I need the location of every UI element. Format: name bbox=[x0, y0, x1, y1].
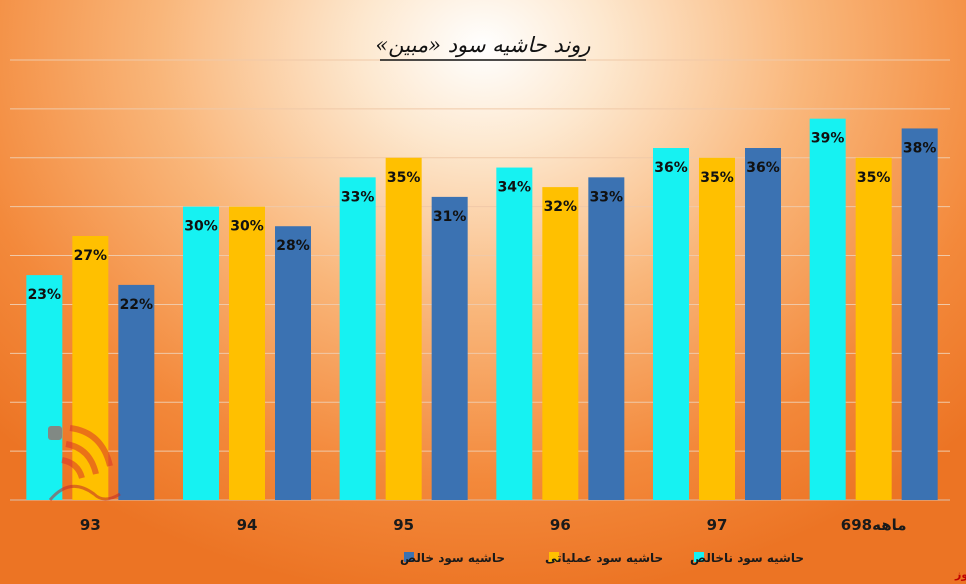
data-label: 32% bbox=[544, 199, 578, 215]
chart-title: روند حاشیه سود «مبین» bbox=[375, 33, 590, 58]
data-label: 33% bbox=[341, 189, 375, 205]
legend-swatch bbox=[549, 552, 559, 562]
bar bbox=[339, 177, 376, 501]
data-label: 36% bbox=[746, 160, 780, 176]
bar bbox=[809, 118, 846, 501]
x-tick-label: 94 bbox=[237, 516, 258, 534]
bar bbox=[653, 148, 689, 500]
value-labels: 23% 27% 22% 30% 30% 28% 33% 35% 31% 34% 32% 33% 36% 3… bbox=[28, 131, 937, 313]
logo-arc-1 bbox=[69, 425, 113, 467]
x-tick-label: 93 bbox=[80, 516, 101, 534]
legend-swatch bbox=[694, 552, 704, 562]
x-tick-label: 95 bbox=[393, 516, 414, 534]
bar bbox=[431, 196, 468, 500]
bar bbox=[745, 148, 781, 500]
logo-square bbox=[48, 426, 62, 440]
legend-label: حاشیه سود ناخالص bbox=[690, 551, 804, 566]
data-label: 23% bbox=[28, 287, 62, 303]
bars bbox=[26, 118, 938, 501]
logo-watermark bbox=[48, 425, 121, 501]
bar bbox=[855, 157, 892, 500]
logo-arc-3 bbox=[61, 457, 85, 479]
bar bbox=[385, 157, 422, 500]
x-tick-label: 97 bbox=[707, 516, 728, 534]
data-label: 36% bbox=[654, 160, 688, 176]
x-tick-label: 6ماهه98 bbox=[841, 516, 907, 534]
bar bbox=[229, 206, 265, 500]
bar bbox=[118, 284, 155, 500]
data-label: 30% bbox=[184, 219, 218, 235]
bar bbox=[275, 226, 311, 500]
x-tick-label: 96 bbox=[550, 516, 571, 534]
legend-swatch bbox=[404, 552, 414, 562]
bar bbox=[588, 177, 625, 501]
bar bbox=[183, 206, 219, 500]
data-label: 28% bbox=[276, 238, 310, 254]
data-label: 27% bbox=[74, 248, 108, 264]
bar bbox=[699, 157, 735, 500]
data-label: 39% bbox=[811, 131, 845, 147]
data-label: 35% bbox=[857, 170, 891, 186]
data-label: 22% bbox=[120, 297, 154, 313]
data-label: 35% bbox=[387, 170, 421, 186]
x-tick-labels: 93 94 95 96 97 6ماهه98 bbox=[80, 516, 907, 534]
data-label: 34% bbox=[498, 180, 532, 196]
bar bbox=[26, 275, 63, 500]
logo-arc-2 bbox=[65, 441, 99, 475]
data-label: 31% bbox=[433, 209, 467, 225]
bar bbox=[901, 128, 938, 500]
bar bbox=[542, 187, 579, 500]
data-label: 30% bbox=[230, 219, 264, 235]
logo-script bbox=[48, 484, 121, 501]
legend-label: حاشیه سود خالص bbox=[400, 551, 505, 566]
legend: حاشیه سود ناخالص حاشیه سود عملیاتی حاشیه س… bbox=[400, 551, 804, 566]
legend-label: حاشیه سود عملیاتی bbox=[545, 551, 663, 566]
source-label: بورس نیوز bbox=[954, 568, 966, 581]
data-label: 38% bbox=[903, 140, 937, 156]
data-label: 33% bbox=[590, 189, 624, 205]
bar bbox=[496, 167, 533, 501]
data-label: 35% bbox=[700, 170, 734, 186]
